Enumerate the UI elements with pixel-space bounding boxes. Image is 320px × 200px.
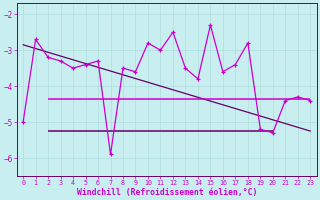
X-axis label: Windchill (Refroidissement éolien,°C): Windchill (Refroidissement éolien,°C) — [76, 188, 257, 197]
